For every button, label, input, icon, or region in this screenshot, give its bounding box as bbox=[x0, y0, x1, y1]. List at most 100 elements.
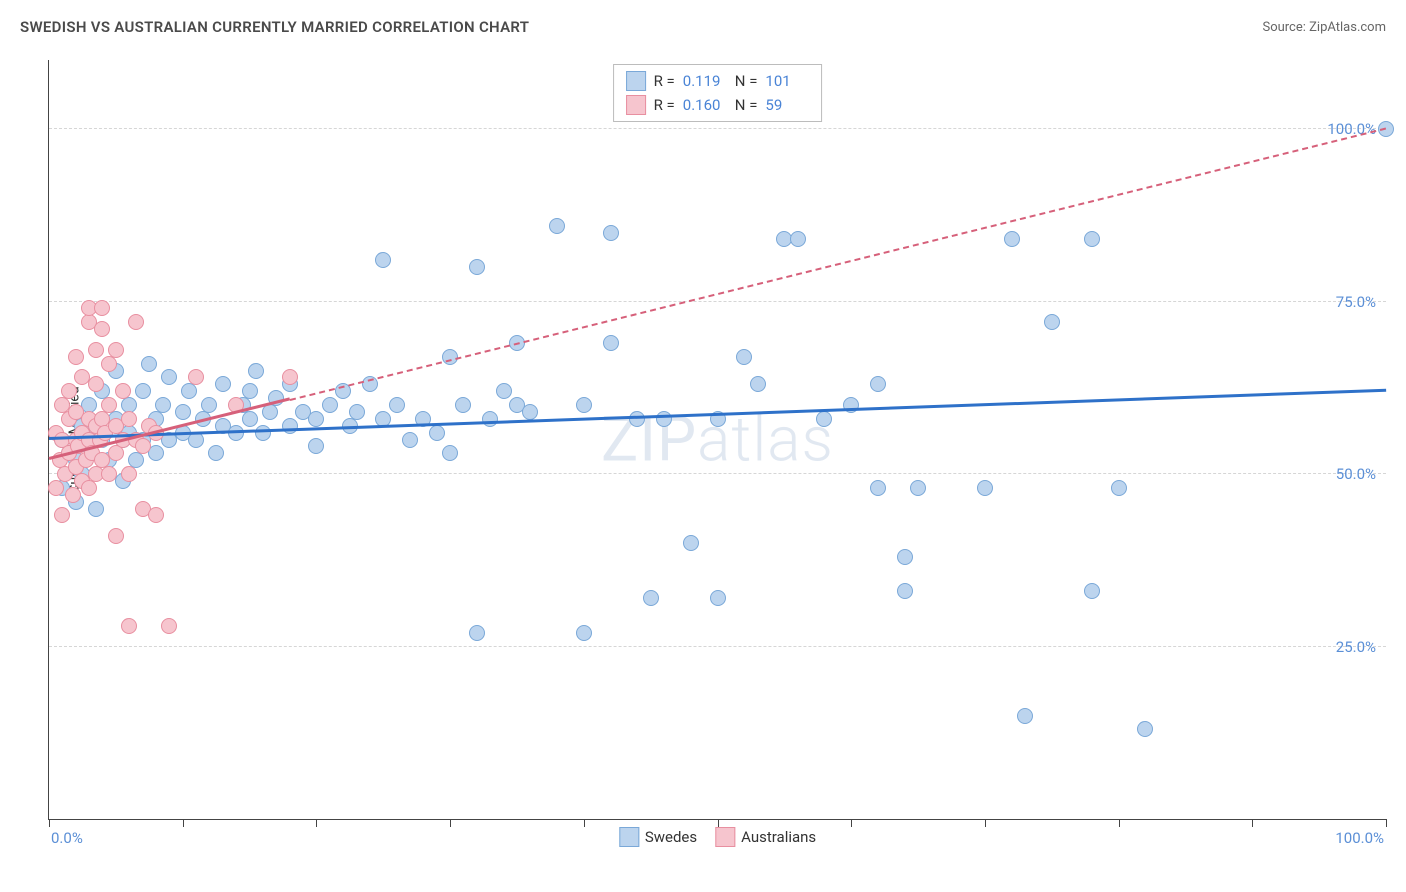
x-axis-tick bbox=[985, 819, 986, 827]
gridline bbox=[49, 301, 1386, 302]
legend-stats: R = 0.119 N = 101 R = 0.160 N = 59 bbox=[613, 64, 823, 122]
x-axis-tick bbox=[851, 819, 852, 827]
scatter-plot: ZIPatlas Currently Married R = 0.119 N =… bbox=[48, 60, 1386, 820]
legend-label: Australians bbox=[741, 828, 816, 846]
point-swedes bbox=[710, 590, 726, 606]
point-australians bbox=[135, 438, 151, 454]
source-attribution: Source: ZipAtlas.com bbox=[1262, 20, 1386, 35]
point-australians bbox=[101, 397, 117, 413]
legend-item-swedes: Swedes bbox=[619, 827, 697, 847]
point-australians bbox=[88, 376, 104, 392]
x-axis-tick bbox=[49, 819, 50, 827]
point-swedes bbox=[88, 501, 104, 517]
point-australians bbox=[94, 321, 110, 337]
point-swedes bbox=[1017, 708, 1033, 724]
legend-stats-row: R = 0.119 N = 101 bbox=[626, 69, 810, 93]
point-australians bbox=[108, 528, 124, 544]
x-axis-tick bbox=[1252, 819, 1253, 827]
point-swedes bbox=[375, 252, 391, 268]
y-axis-tick-label: 50.0% bbox=[1336, 465, 1376, 483]
legend-r-label: R = bbox=[654, 96, 675, 114]
point-swedes bbox=[576, 625, 592, 641]
point-swedes bbox=[402, 432, 418, 448]
x-axis-tick bbox=[584, 819, 585, 827]
point-australians bbox=[121, 618, 137, 634]
point-australians bbox=[121, 411, 137, 427]
legend-label: Swedes bbox=[645, 828, 697, 846]
point-australians bbox=[101, 466, 117, 482]
legend-stats-row: R = 0.160 N = 59 bbox=[626, 93, 810, 117]
point-australians bbox=[101, 356, 117, 372]
point-swedes bbox=[161, 369, 177, 385]
legend-n-label: N = bbox=[735, 72, 758, 90]
point-swedes bbox=[897, 583, 913, 599]
point-australians bbox=[88, 342, 104, 358]
chart-title: SWEDISH VS AUSTRALIAN CURRENTLY MARRIED … bbox=[20, 18, 529, 36]
point-swedes bbox=[910, 480, 926, 496]
point-swedes bbox=[522, 404, 538, 420]
point-swedes bbox=[308, 438, 324, 454]
point-swedes bbox=[643, 590, 659, 606]
point-australians bbox=[108, 445, 124, 461]
point-swedes bbox=[349, 404, 365, 420]
point-swedes bbox=[482, 411, 498, 427]
point-swedes bbox=[750, 376, 766, 392]
legend-n-label: N = bbox=[735, 96, 758, 114]
legend-n-value: 59 bbox=[765, 96, 809, 114]
point-swedes bbox=[1137, 721, 1153, 737]
trendline-extrapolated bbox=[289, 127, 1386, 401]
point-swedes bbox=[429, 425, 445, 441]
point-swedes bbox=[816, 411, 832, 427]
point-swedes bbox=[1004, 231, 1020, 247]
x-axis-tick bbox=[450, 819, 451, 827]
point-swedes bbox=[656, 411, 672, 427]
point-australians bbox=[282, 369, 298, 385]
legend-r-value: 0.160 bbox=[683, 96, 727, 114]
x-axis-tick bbox=[1119, 819, 1120, 827]
point-swedes bbox=[603, 225, 619, 241]
point-swedes bbox=[442, 445, 458, 461]
point-swedes bbox=[683, 535, 699, 551]
title-bar: SWEDISH VS AUSTRALIAN CURRENTLY MARRIED … bbox=[20, 18, 1386, 36]
point-swedes bbox=[496, 383, 512, 399]
point-australians bbox=[108, 342, 124, 358]
legend-n-value: 101 bbox=[765, 72, 809, 90]
point-swedes bbox=[242, 411, 258, 427]
point-australians bbox=[188, 369, 204, 385]
point-swedes bbox=[255, 425, 271, 441]
point-swedes bbox=[576, 397, 592, 413]
point-australians bbox=[148, 507, 164, 523]
legend-swatch-swedes bbox=[626, 71, 646, 91]
point-swedes bbox=[215, 376, 231, 392]
point-swedes bbox=[201, 397, 217, 413]
point-swedes bbox=[469, 259, 485, 275]
point-swedes bbox=[1111, 480, 1127, 496]
point-swedes bbox=[603, 335, 619, 351]
x-axis-tick bbox=[183, 819, 184, 827]
gridline bbox=[49, 646, 1386, 647]
legend-r-value: 0.119 bbox=[683, 72, 727, 90]
point-swedes bbox=[248, 363, 264, 379]
point-swedes bbox=[455, 397, 471, 413]
legend-swatch-swedes bbox=[619, 827, 639, 847]
gridline bbox=[49, 128, 1386, 129]
point-australians bbox=[94, 300, 110, 316]
point-swedes bbox=[181, 383, 197, 399]
point-swedes bbox=[870, 376, 886, 392]
point-swedes bbox=[175, 404, 191, 420]
point-australians bbox=[115, 383, 131, 399]
point-swedes bbox=[389, 397, 405, 413]
point-australians bbox=[121, 466, 137, 482]
point-australians bbox=[161, 618, 177, 634]
point-swedes bbox=[790, 231, 806, 247]
point-swedes bbox=[242, 383, 258, 399]
y-axis-tick-label: 75.0% bbox=[1336, 293, 1376, 311]
point-swedes bbox=[897, 549, 913, 565]
point-australians bbox=[61, 383, 77, 399]
point-australians bbox=[54, 507, 70, 523]
legend-r-label: R = bbox=[654, 72, 675, 90]
x-axis-max-label: 100.0% bbox=[1335, 829, 1384, 847]
point-swedes bbox=[308, 411, 324, 427]
point-australians bbox=[81, 480, 97, 496]
point-australians bbox=[65, 487, 81, 503]
